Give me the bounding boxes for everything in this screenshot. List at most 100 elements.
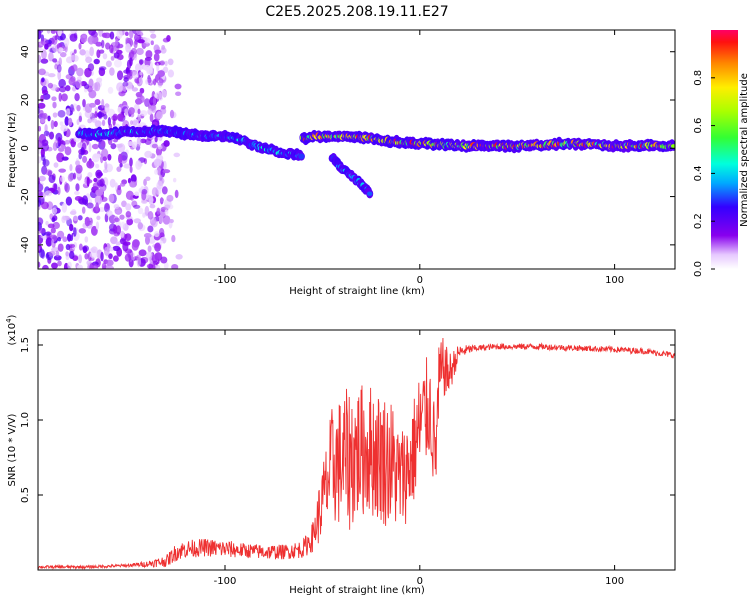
noise-blob [96, 49, 101, 59]
noise-blob [166, 34, 171, 42]
noise-blob [94, 120, 102, 128]
noise-blob [137, 108, 141, 115]
y-tick-label: 0.5 [20, 487, 31, 503]
noise-blob [119, 182, 126, 187]
trace-core [366, 191, 373, 197]
noise-blob [47, 82, 54, 89]
noise-blob [143, 232, 152, 239]
noise-blob [95, 169, 103, 179]
colorbar-ticks: 0.0 0.2 0.4 0.6 0.8 [693, 70, 715, 277]
noise-blob [145, 50, 153, 59]
noise-blob [94, 264, 98, 269]
noise-blob [105, 42, 111, 50]
x-tick-label: 0 [417, 576, 423, 587]
noise-blob [153, 158, 162, 167]
noise-blob [54, 139, 59, 148]
noise-blob [174, 83, 182, 90]
snr-x-label: Height of straight line (km) [289, 585, 425, 596]
noise-blob [95, 163, 100, 169]
noise-blob [95, 221, 100, 230]
noise-blob [120, 221, 126, 229]
noise-blob [50, 227, 56, 234]
noise-blob [76, 118, 80, 126]
noise-blob [81, 142, 87, 151]
noise-blob [52, 58, 58, 63]
noise-blob [110, 236, 118, 245]
spectrogram-y-label: Frequency (Hz) [7, 112, 18, 188]
noise-blob [42, 159, 50, 167]
noise-blob [42, 93, 51, 100]
noise-blob [58, 92, 62, 102]
noise-blob [90, 246, 98, 253]
noise-blob [61, 145, 67, 150]
noise-blob [160, 105, 167, 110]
noise-blob [155, 111, 163, 120]
noise-blob [40, 94, 45, 103]
noise-blob [61, 93, 68, 102]
noise-blob [156, 264, 161, 269]
noise-blob [137, 222, 144, 230]
noise-blob [76, 104, 81, 112]
noise-blob [58, 57, 62, 66]
noise-blob [69, 223, 74, 232]
spectrogram-y-ticks: -40 -20 0 20 40 [20, 45, 675, 253]
noise-blob [151, 187, 158, 197]
noise-blob [61, 202, 68, 213]
noise-blob [100, 140, 106, 148]
noise-blob [38, 183, 44, 192]
noise-blob [117, 83, 123, 93]
noise-blob [135, 254, 141, 261]
noise-blob [94, 107, 99, 112]
noise-blob [57, 237, 61, 242]
noise-blob [147, 211, 154, 220]
noise-blob [125, 211, 132, 218]
noise-blob [101, 98, 105, 109]
noise-blob [91, 143, 100, 150]
noise-blob [133, 218, 142, 224]
noise-blob [38, 261, 41, 268]
noise-blob [50, 119, 55, 130]
noise-blob [89, 251, 98, 259]
noise-blob [159, 174, 163, 181]
noise-blob [40, 58, 49, 64]
noise-blob [76, 67, 84, 77]
noise-blob [115, 40, 119, 47]
noise-blob [59, 121, 64, 126]
colorbar-label: Normalized spectral amplitude [739, 73, 750, 227]
noise-blob [143, 37, 151, 44]
noise-blob [131, 71, 139, 79]
noise-blob [75, 183, 80, 192]
noise-blob [69, 104, 74, 112]
noise-blob [124, 31, 129, 37]
noise-blob [158, 215, 164, 224]
y-tick-label: 20 [20, 94, 31, 107]
noise-blob [89, 262, 95, 269]
noise-blob [160, 47, 167, 54]
noise-blob [109, 67, 115, 76]
noise-blob [68, 251, 75, 260]
noise-blob [61, 215, 66, 224]
noise-blob [149, 204, 156, 209]
noise-blob [125, 203, 132, 211]
noise-blob [68, 77, 76, 86]
noise-blob [48, 51, 54, 62]
noise-blob [87, 35, 95, 45]
noise-blob [75, 164, 83, 174]
noise-blob [124, 253, 132, 262]
noise-blob [139, 95, 145, 103]
noise-blob [65, 85, 71, 92]
noise-blob [150, 40, 154, 46]
colorbar-tick-label: 0.8 [693, 70, 704, 86]
noise-blob [129, 157, 133, 167]
noise-blob [119, 214, 125, 220]
noise-blob [117, 113, 124, 122]
noise-blob [110, 55, 115, 61]
noise-blob [153, 52, 160, 62]
noise-blob [116, 187, 122, 196]
noise-blob [57, 110, 66, 118]
noise-blob [156, 62, 160, 73]
noise-blob [159, 236, 167, 244]
noise-blob [95, 41, 103, 47]
snr-y-ticks: 0.5 1.0 1.5 [20, 337, 675, 503]
noise-blob [82, 98, 86, 108]
